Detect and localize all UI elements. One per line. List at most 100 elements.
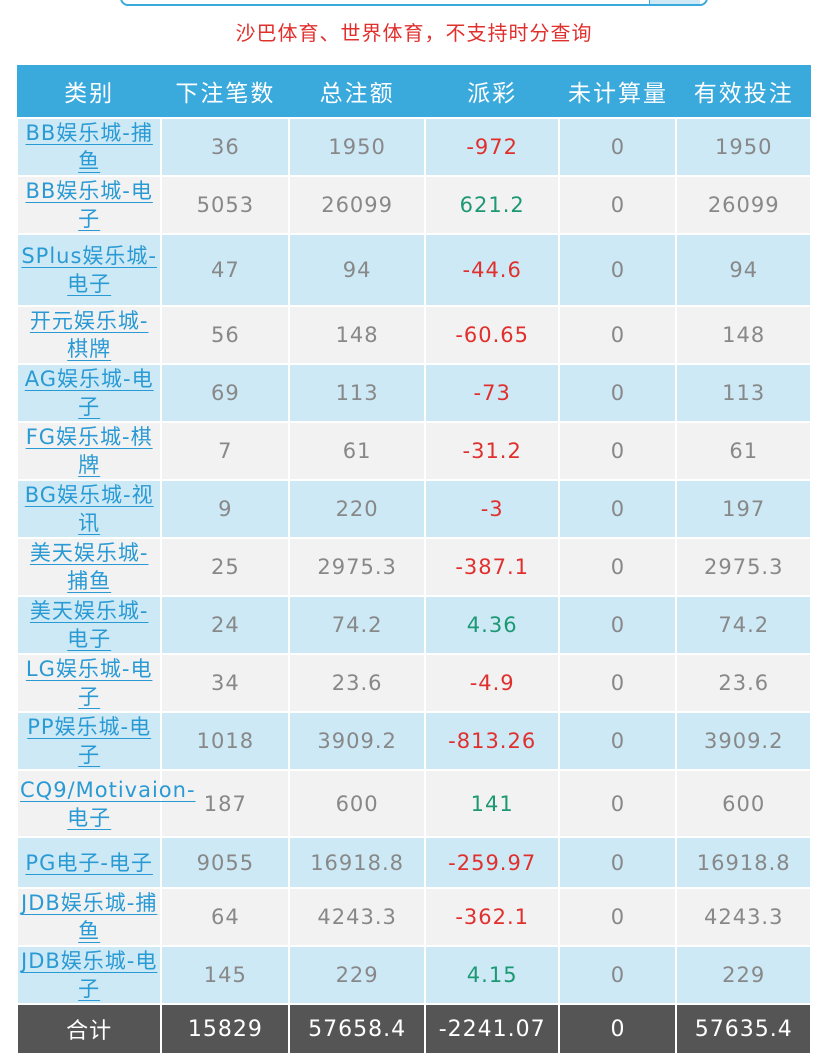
cell-valid-bet: 2975.3 — [675, 537, 812, 597]
table-row: AG娱乐城-电子 69 113 -73 0 113 — [15, 363, 812, 423]
cell-bet-count: 7 — [160, 421, 291, 481]
cell-total-bet: 16918.8 — [288, 836, 426, 889]
cell-valid-bet: 1950 — [675, 117, 812, 177]
cell-category: BB娱乐城-电子 — [15, 175, 163, 235]
category-link[interactable]: JDB娱乐城-捕鱼 — [21, 891, 158, 943]
cell-valid-bet: 94 — [675, 233, 812, 307]
table-row: PP娱乐城-电子 1018 3909.2 -813.26 0 3909.2 — [15, 711, 812, 771]
cell-category: JDB娱乐城-捕鱼 — [15, 887, 163, 947]
category-link[interactable]: 美天娱乐城-电子 — [29, 599, 149, 651]
cell-payout: 621.2 — [423, 175, 561, 235]
cell-category: PG电子-电子 — [15, 836, 163, 889]
cell-bet-count: 36 — [160, 117, 291, 177]
header-bet-count: 下注笔数 — [161, 65, 290, 118]
cell-total-bet: 61 — [288, 421, 426, 481]
category-link[interactable]: PG电子-电子 — [25, 850, 153, 875]
footer-bet-count: 15829 — [160, 1003, 291, 1055]
header-total-bet: 总注额 — [289, 65, 425, 118]
header-pending: 未计算量 — [559, 65, 677, 118]
cell-total-bet: 23.6 — [288, 653, 426, 713]
cell-category: BB娱乐城-捕鱼 — [15, 117, 163, 177]
header-category: 类别 — [17, 65, 162, 118]
cell-payout: -813.26 — [423, 711, 561, 771]
cell-bet-count: 1018 — [160, 711, 291, 771]
category-link[interactable]: AG娱乐城-电子 — [24, 367, 154, 419]
category-link[interactable]: BB娱乐城-捕鱼 — [25, 121, 153, 173]
cell-bet-count: 47 — [160, 233, 291, 307]
cell-valid-bet: 600 — [675, 769, 812, 838]
cell-pending: 0 — [558, 836, 678, 889]
cell-total-bet: 229 — [288, 945, 426, 1005]
cell-category: FG娱乐城-棋牌 — [15, 421, 163, 481]
category-link[interactable]: PP娱乐城-电子 — [27, 715, 152, 767]
cell-total-bet: 4243.3 — [288, 887, 426, 947]
cell-bet-count: 9 — [160, 479, 291, 539]
category-link[interactable]: FG娱乐城-棋牌 — [25, 425, 153, 477]
cell-pending: 0 — [558, 421, 678, 481]
table-row: SPlus娱乐城-电子 47 94 -44.6 0 94 — [15, 233, 812, 307]
table-row: JDB娱乐城-电子 145 229 4.15 0 229 — [15, 945, 812, 1005]
cell-payout: 141 — [423, 769, 561, 838]
table-row: LG娱乐城-电子 34 23.6 -4.9 0 23.6 — [15, 653, 812, 713]
cell-payout: -259.97 — [423, 836, 561, 889]
table-footer: 合计 15829 57658.4 -2241.07 0 57635.4 — [15, 1003, 812, 1055]
cell-pending: 0 — [558, 653, 678, 713]
cell-pending: 0 — [558, 175, 678, 235]
table-row: PG电子-电子 9055 16918.8 -259.97 0 16918.8 — [15, 836, 812, 889]
table-row: BG娱乐城-视讯 9 220 -3 0 197 — [15, 479, 812, 539]
table-row: 美天娱乐城-电子 24 74.2 4.36 0 74.2 — [15, 595, 812, 655]
cell-pending: 0 — [558, 945, 678, 1005]
cell-valid-bet: 197 — [675, 479, 812, 539]
cell-payout: -972 — [423, 117, 561, 177]
cell-category: AG娱乐城-电子 — [15, 363, 163, 423]
cell-pending: 0 — [558, 595, 678, 655]
cell-valid-bet: 113 — [675, 363, 812, 423]
cell-pending: 0 — [558, 887, 678, 947]
category-link[interactable]: JDB娱乐城-电子 — [21, 949, 158, 1001]
category-link[interactable]: BG娱乐城-视讯 — [24, 483, 154, 535]
table-row: BB娱乐城-捕鱼 36 1950 -972 0 1950 — [15, 117, 812, 177]
footer-valid-bet: 57635.4 — [675, 1003, 812, 1055]
category-link[interactable]: LG娱乐城-电子 — [25, 657, 153, 709]
cell-valid-bet: 74.2 — [675, 595, 812, 655]
cell-bet-count: 9055 — [160, 836, 291, 889]
category-link[interactable]: 开元娱乐城-棋牌 — [29, 309, 149, 361]
category-link[interactable]: BB娱乐城-电子 — [25, 179, 153, 231]
cell-valid-bet: 4243.3 — [675, 887, 812, 947]
cell-valid-bet: 229 — [675, 945, 812, 1005]
table-row: BB娱乐城-电子 5053 26099 621.2 0 26099 — [15, 175, 812, 235]
cell-payout: 4.36 — [423, 595, 561, 655]
cell-category: 美天娱乐城-捕鱼 — [15, 537, 163, 597]
cell-valid-bet: 26099 — [675, 175, 812, 235]
cell-payout: -31.2 — [423, 421, 561, 481]
category-link[interactable]: SPlus娱乐城-电子 — [21, 244, 157, 296]
cell-category: 美天娱乐城-电子 — [15, 595, 163, 655]
category-link[interactable]: CQ9/Motivaion-电子 — [20, 777, 196, 830]
footer-pending: 0 — [558, 1003, 678, 1055]
cell-payout: -44.6 — [423, 233, 561, 307]
cell-category: CQ9/Motivaion-电子 — [15, 769, 195, 838]
search-button-remnant[interactable] — [649, 0, 700, 4]
cell-total-bet: 220 — [288, 479, 426, 539]
report-table: 类别 下注笔数 总注额 派彩 未计算量 有效投注 BB娱乐城-捕鱼 36 1950-… — [15, 65, 812, 1055]
cell-bet-count: 56 — [160, 305, 291, 365]
table-row: 开元娱乐城-棋牌 56 148 -60.65 0 148 — [15, 305, 812, 365]
cell-pending: 0 — [558, 305, 678, 365]
header-payout: 派彩 — [424, 65, 560, 118]
table-body: BB娱乐城-捕鱼 36 1950 -972 0 1950 BB娱乐城-电子 5053 26099… — [15, 117, 812, 1005]
footer-payout: -2241.07 — [423, 1003, 561, 1055]
cell-bet-count: 24 — [160, 595, 291, 655]
cell-category: JDB娱乐城-电子 — [15, 945, 163, 1005]
cell-pending: 0 — [558, 537, 678, 597]
cell-total-bet: 600 — [288, 769, 426, 838]
cell-total-bet: 113 — [288, 363, 426, 423]
cell-payout: -3 — [423, 479, 561, 539]
cell-pending: 0 — [558, 117, 678, 177]
cell-total-bet: 3909.2 — [288, 711, 426, 771]
cell-category: PP娱乐城-电子 — [15, 711, 163, 771]
cell-bet-count: 145 — [160, 945, 291, 1005]
cell-total-bet: 94 — [288, 233, 426, 307]
cell-bet-count: 5053 — [160, 175, 291, 235]
category-link[interactable]: 美天娱乐城-捕鱼 — [29, 541, 149, 593]
footer-total-bet: 57658.4 — [288, 1003, 426, 1055]
